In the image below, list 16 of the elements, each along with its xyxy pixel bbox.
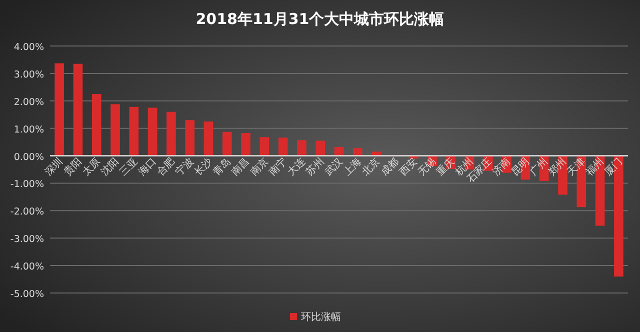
y-tick-label: 0.00%: [14, 152, 44, 163]
x-tick-label: 南宁: [266, 155, 290, 178]
y-tick-label: 4.00%: [14, 42, 44, 53]
y-tick-label: -4.00%: [10, 262, 44, 273]
y-tick-label: 2.00%: [14, 96, 44, 108]
legend-label: 环比涨幅: [301, 311, 341, 323]
y-tick-label: 1.00%: [14, 124, 44, 136]
chart-title: 2018年11月31个大中城市环比涨幅: [196, 10, 444, 28]
x-tick-label: 昆明: [510, 156, 532, 178]
y-tick-label: 3.00%: [14, 69, 44, 80]
x-tick-label: 厦门: [602, 155, 625, 178]
y-tick-label: -1.00%: [10, 179, 44, 190]
y-tick-label: -2.00%: [10, 206, 44, 218]
x-tick-label: 海口: [136, 155, 159, 178]
y-tick-label: -3.00%: [10, 234, 44, 246]
y-tick-label: -5.00%: [10, 289, 44, 300]
